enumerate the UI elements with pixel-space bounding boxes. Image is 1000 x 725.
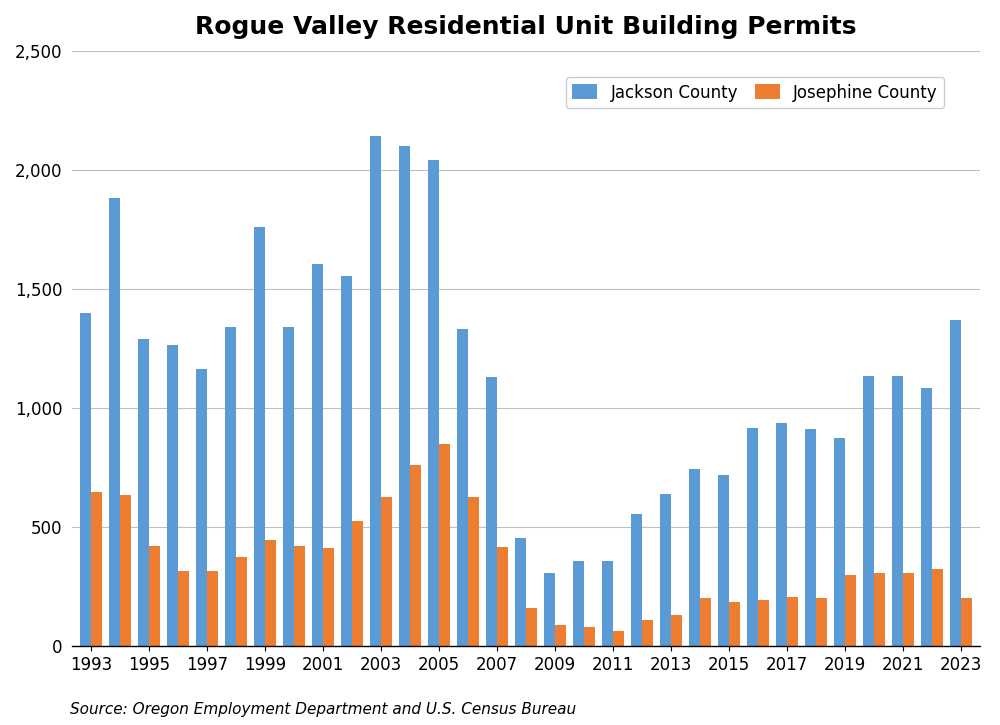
Bar [758, 600, 769, 646]
Bar [729, 602, 740, 646]
Bar [834, 438, 845, 646]
Bar [631, 514, 642, 646]
Bar [787, 597, 798, 646]
Bar [178, 571, 189, 646]
Bar [584, 627, 595, 646]
Bar [950, 320, 961, 646]
Bar [120, 494, 131, 646]
Bar [602, 561, 613, 646]
Bar [196, 368, 207, 646]
Bar [718, 475, 729, 646]
Bar [439, 444, 450, 646]
Bar [80, 312, 91, 646]
Legend: Jackson County, Josephine County: Jackson County, Josephine County [566, 77, 944, 108]
Bar [341, 276, 352, 646]
Bar [874, 573, 885, 646]
Bar [863, 376, 874, 646]
Title: Rogue Valley Residential Unit Building Permits: Rogue Valley Residential Unit Building P… [195, 15, 857, 39]
Bar [109, 199, 120, 646]
Bar [660, 494, 671, 646]
Bar [642, 620, 653, 646]
Bar [167, 345, 178, 646]
Bar [207, 571, 218, 646]
Bar [497, 547, 508, 646]
Bar [555, 625, 566, 646]
Bar [410, 465, 421, 646]
Bar [544, 573, 555, 646]
Bar [352, 521, 363, 646]
Bar [845, 575, 856, 646]
Bar [91, 492, 102, 646]
Bar [312, 264, 323, 646]
Bar [428, 160, 439, 646]
Bar [457, 329, 468, 646]
Bar [399, 146, 410, 646]
Bar [903, 573, 914, 646]
Text: Source: Oregon Employment Department and U.S. Census Bureau: Source: Oregon Employment Department and… [70, 702, 576, 717]
Bar [236, 557, 247, 646]
Bar [961, 598, 972, 646]
Bar [265, 540, 276, 646]
Bar [138, 339, 149, 646]
Bar [323, 548, 334, 646]
Bar [671, 615, 682, 646]
Bar [225, 327, 236, 646]
Bar [526, 608, 537, 646]
Bar [816, 598, 827, 646]
Bar [294, 546, 305, 646]
Bar [700, 598, 711, 646]
Bar [573, 561, 584, 646]
Bar [381, 497, 392, 646]
Bar [776, 423, 787, 646]
Bar [805, 429, 816, 646]
Bar [468, 497, 479, 646]
Bar [370, 136, 381, 646]
Bar [892, 376, 903, 646]
Bar [515, 538, 526, 646]
Bar [932, 568, 943, 646]
Bar [689, 468, 700, 646]
Bar [149, 546, 160, 646]
Bar [486, 377, 497, 646]
Bar [254, 227, 265, 646]
Bar [283, 327, 294, 646]
Bar [613, 631, 624, 646]
Bar [921, 388, 932, 646]
Bar [747, 428, 758, 646]
